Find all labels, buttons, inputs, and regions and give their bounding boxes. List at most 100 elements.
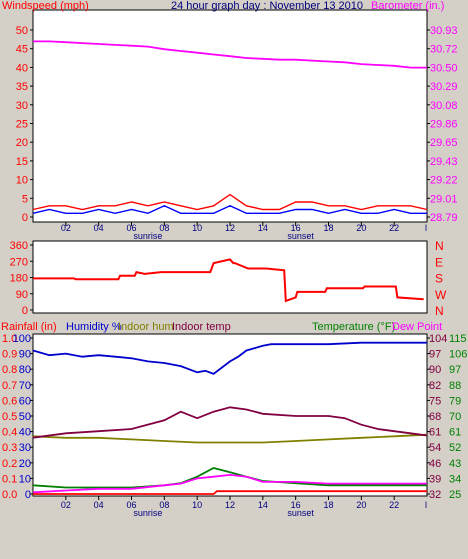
climate-x-tick-label: 20 bbox=[356, 500, 366, 510]
dewpoint-tick-label: 115 bbox=[449, 333, 467, 345]
humidity-tick-label: 100 bbox=[13, 333, 31, 345]
wind-x-tick-label: 14 bbox=[258, 223, 268, 233]
climate-series-line bbox=[32, 406, 428, 439]
wind-chart-title: 24 hour graph day : November 13 2010 bbox=[171, 0, 363, 12]
humidity-tick-label: 90 bbox=[19, 349, 31, 361]
wind-x-tick-label: 22 bbox=[389, 223, 399, 233]
temperature-tick-label: 46 bbox=[429, 458, 441, 470]
humidity-tick-label: 40 bbox=[19, 427, 31, 439]
wind-left-tick-label: 20 bbox=[16, 137, 28, 149]
wind-right-tick-label: 30.93 bbox=[430, 25, 458, 37]
humidity-tick-label: 70 bbox=[19, 380, 31, 392]
direction-left-tick-label: 90 bbox=[16, 289, 28, 301]
wind-right-tick-label: 29.22 bbox=[430, 175, 458, 187]
wind-left-tick-label: 10 bbox=[16, 175, 28, 187]
climate-series-line bbox=[32, 433, 428, 444]
rainfall-tick-label: 0.5 bbox=[2, 411, 17, 423]
humidity-tick-label: 60 bbox=[19, 395, 31, 407]
wind-right-tick-label: 30.50 bbox=[430, 62, 458, 74]
wind-left-tick-label: 0 bbox=[22, 212, 28, 224]
wind-left-axis-label: Windspeed (mph) bbox=[2, 0, 89, 12]
dewpoint-tick-label: 70 bbox=[449, 411, 461, 423]
wind-left-tick-label: 40 bbox=[16, 62, 28, 74]
wind-right-tick-label: 29.65 bbox=[430, 137, 458, 149]
wind-left-tick-label: 45 bbox=[16, 44, 28, 56]
temperature-tick-label: 104 bbox=[429, 333, 447, 345]
wind-left-tick-label: 5 bbox=[22, 193, 28, 205]
climate-x-tick-label: 22 bbox=[389, 500, 399, 510]
dewpoint-tick-label: 34 bbox=[449, 473, 461, 485]
wind-x-tick-label: 18 bbox=[323, 223, 333, 233]
direction-compass-label: W bbox=[435, 288, 447, 302]
direction-compass-label: E bbox=[435, 255, 443, 269]
wind-x-tick-label: 08 bbox=[159, 223, 169, 233]
wind-series-line bbox=[32, 193, 428, 211]
wind-series-line bbox=[33, 40, 427, 69]
rainfall-tick-label: 0.1 bbox=[2, 473, 17, 485]
wind-left-tick-label: 35 bbox=[16, 81, 28, 93]
climate-x-end-label: l bbox=[425, 500, 427, 510]
wind-right-tick-label: 30.08 bbox=[430, 100, 458, 112]
rainfall-tick-label: 0.9 bbox=[2, 349, 17, 361]
climate-x-tick-label: 16 bbox=[291, 500, 301, 510]
rainfall-tick-label: 0.8 bbox=[2, 364, 17, 376]
dewpoint-tick-label: 61 bbox=[449, 427, 461, 439]
climate-x-tick-label: 10 bbox=[192, 500, 202, 510]
humidity-tick-label: 80 bbox=[19, 364, 31, 376]
sunset-label: sunset bbox=[287, 508, 314, 518]
wind-left-tick-label: 25 bbox=[16, 119, 28, 131]
wind-x-tick-label: 10 bbox=[192, 223, 202, 233]
direction-compass-label: S bbox=[435, 272, 443, 286]
climate-x-tick-label: 08 bbox=[159, 500, 169, 510]
temperature-tick-label: 82 bbox=[429, 380, 441, 392]
humidity-tick-label: 0 bbox=[25, 489, 31, 501]
temperature-tick-label: 75 bbox=[429, 395, 441, 407]
temperature-tick-label: 90 bbox=[429, 364, 441, 376]
legend-indoor-temp: Indoor temp bbox=[172, 321, 231, 333]
wind-series-line bbox=[32, 205, 427, 215]
wind-x-tick-label: 16 bbox=[291, 223, 301, 233]
direction-left-tick-label: 270 bbox=[10, 256, 28, 268]
climate-x-tick-label: 18 bbox=[323, 500, 333, 510]
climate-series-line bbox=[33, 490, 427, 495]
wind-x-tick-label: 06 bbox=[126, 223, 136, 233]
direction-compass-label: N bbox=[435, 304, 444, 318]
direction-series-line bbox=[33, 258, 424, 303]
wind-right-tick-label: 28.79 bbox=[430, 212, 458, 224]
climate-series-line bbox=[32, 341, 427, 375]
rainfall-tick-label: 1.0 bbox=[2, 333, 17, 345]
climate-x-tick-label: 06 bbox=[126, 500, 136, 510]
direction-left-tick-label: 360 bbox=[10, 240, 28, 252]
dewpoint-tick-label: 106 bbox=[449, 349, 467, 361]
rainfall-tick-label: 0.7 bbox=[2, 380, 17, 392]
legend-rainfall: Rainfall (in) bbox=[1, 321, 57, 333]
wind-right-axis-label: Barometer (in.) bbox=[371, 0, 444, 12]
humidity-tick-label: 20 bbox=[19, 458, 31, 470]
wind-left-tick-label: 15 bbox=[16, 156, 28, 168]
climate-x-tick-label: 02 bbox=[61, 500, 71, 510]
sunrise-label: sunrise bbox=[133, 231, 162, 241]
climate-x-tick-label: 12 bbox=[225, 500, 235, 510]
legend-humidity: Humidity % bbox=[66, 321, 122, 333]
temperature-tick-label: 54 bbox=[429, 442, 441, 454]
sunrise-label: sunrise bbox=[133, 508, 162, 518]
dewpoint-tick-label: 79 bbox=[449, 395, 461, 407]
wind-x-tick-label: 02 bbox=[61, 223, 71, 233]
humidity-tick-label: 50 bbox=[19, 411, 31, 423]
rainfall-tick-label: 0.2 bbox=[2, 458, 17, 470]
direction-panel bbox=[32, 240, 428, 314]
temperature-tick-label: 32 bbox=[429, 489, 441, 501]
wind-right-tick-label: 30.29 bbox=[430, 81, 458, 93]
wind-panel bbox=[32, 9, 428, 223]
rainfall-tick-label: 0.3 bbox=[2, 442, 17, 454]
climate-series-line bbox=[32, 467, 427, 489]
temperature-tick-label: 97 bbox=[429, 349, 441, 361]
direction-left-tick-label: 180 bbox=[10, 273, 28, 285]
legend-temperature: Temperature (°F) bbox=[312, 321, 395, 333]
direction-left-tick-label: 0 bbox=[22, 305, 28, 317]
sunset-label: sunset bbox=[287, 231, 314, 241]
wind-right-tick-label: 29.43 bbox=[430, 156, 458, 168]
wind-right-tick-label: 30.72 bbox=[430, 44, 458, 56]
climate-x-tick-label: 14 bbox=[258, 500, 268, 510]
